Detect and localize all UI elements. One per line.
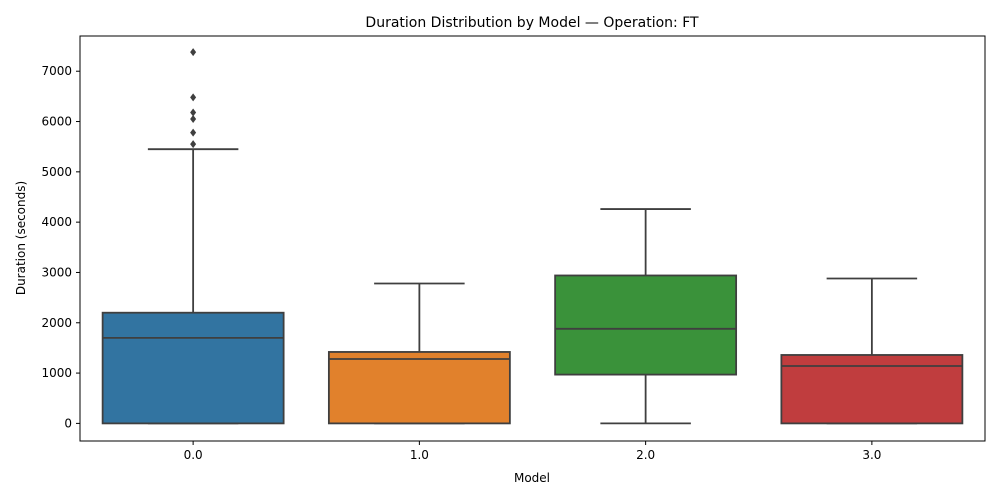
x-tick-label: 2.0 <box>636 448 655 462</box>
x-axis-label: Model <box>514 471 550 485</box>
y-tick-label: 5000 <box>41 165 72 179</box>
outlier-point <box>190 93 197 102</box>
outlier-point <box>190 115 197 124</box>
iqr-box <box>554 274 738 376</box>
x-tick-label: 0.0 <box>184 448 203 462</box>
outlier-point <box>190 48 197 57</box>
y-axis-label: Duration (seconds) <box>14 181 28 295</box>
plot-frame <box>79 35 986 442</box>
box-3.0 <box>780 277 964 425</box>
y-tick-label: 4000 <box>41 215 72 229</box>
outlier-point <box>190 128 197 137</box>
y-tick-label: 7000 <box>41 64 72 78</box>
outlier-point <box>190 140 197 149</box>
plot-area <box>101 48 964 425</box>
x-tick-label: 1.0 <box>410 448 429 462</box>
chart-title: Duration Distribution by Model — Operati… <box>365 15 699 31</box>
y-tick-label: 6000 <box>41 115 72 129</box>
box-2.0 <box>554 208 738 425</box>
x-tick-label: 3.0 <box>862 448 881 462</box>
y-tick-label: 0 <box>64 416 72 430</box>
iqr-box <box>101 311 285 425</box>
iqr-box <box>327 351 511 425</box>
y-tick-label: 1000 <box>41 366 72 380</box>
axes: 0 1000 2000 3000 4000 5000 6000 7000 0.0 1.0 2.0 3.… <box>41 35 986 462</box>
y-tick-label: 3000 <box>41 265 72 279</box>
y-tick-label: 2000 <box>41 316 72 330</box>
box-0.0 <box>101 48 285 425</box>
outlier-point <box>190 108 197 117</box>
box-1.0 <box>327 282 511 425</box>
